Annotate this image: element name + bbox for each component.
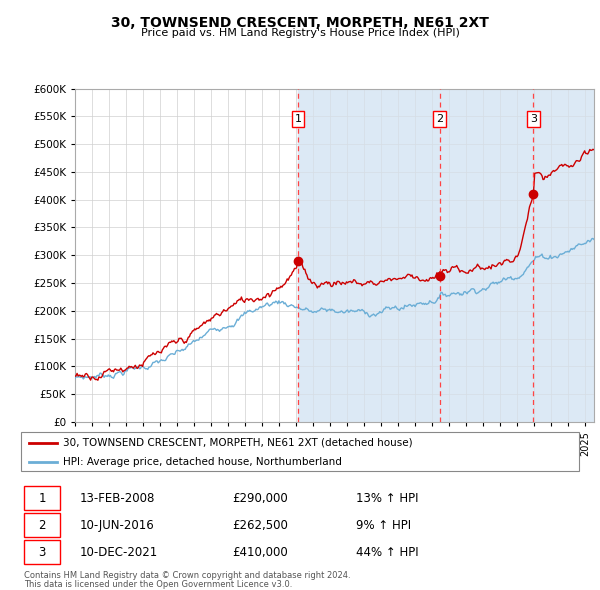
Text: 1: 1: [38, 492, 46, 505]
Text: 2: 2: [436, 114, 443, 124]
Text: 30, TOWNSEND CRESCENT, MORPETH, NE61 2XT: 30, TOWNSEND CRESCENT, MORPETH, NE61 2XT: [111, 16, 489, 30]
FancyBboxPatch shape: [21, 432, 579, 471]
FancyBboxPatch shape: [23, 486, 60, 510]
Text: 9% ↑ HPI: 9% ↑ HPI: [356, 519, 412, 532]
Text: 30, TOWNSEND CRESCENT, MORPETH, NE61 2XT (detached house): 30, TOWNSEND CRESCENT, MORPETH, NE61 2XT…: [63, 438, 413, 448]
Text: HPI: Average price, detached house, Northumberland: HPI: Average price, detached house, Nort…: [63, 457, 342, 467]
Text: 3: 3: [530, 114, 537, 124]
Text: Contains HM Land Registry data © Crown copyright and database right 2024.: Contains HM Land Registry data © Crown c…: [24, 571, 350, 579]
Text: 13% ↑ HPI: 13% ↑ HPI: [356, 492, 419, 505]
Text: 1: 1: [295, 114, 302, 124]
Text: 10-JUN-2016: 10-JUN-2016: [80, 519, 155, 532]
Text: 10-DEC-2021: 10-DEC-2021: [80, 546, 158, 559]
Text: £262,500: £262,500: [232, 519, 288, 532]
Text: Price paid vs. HM Land Registry's House Price Index (HPI): Price paid vs. HM Land Registry's House …: [140, 28, 460, 38]
Text: 13-FEB-2008: 13-FEB-2008: [80, 492, 155, 505]
Text: 3: 3: [38, 546, 46, 559]
Text: 44% ↑ HPI: 44% ↑ HPI: [356, 546, 419, 559]
FancyBboxPatch shape: [23, 513, 60, 537]
Bar: [298, 88, 594, 422]
FancyBboxPatch shape: [23, 540, 60, 564]
Text: 2: 2: [38, 519, 46, 532]
Bar: [298, 88, 594, 422]
Text: £410,000: £410,000: [232, 546, 288, 559]
Text: £290,000: £290,000: [232, 492, 288, 505]
Text: This data is licensed under the Open Government Licence v3.0.: This data is licensed under the Open Gov…: [24, 580, 292, 589]
